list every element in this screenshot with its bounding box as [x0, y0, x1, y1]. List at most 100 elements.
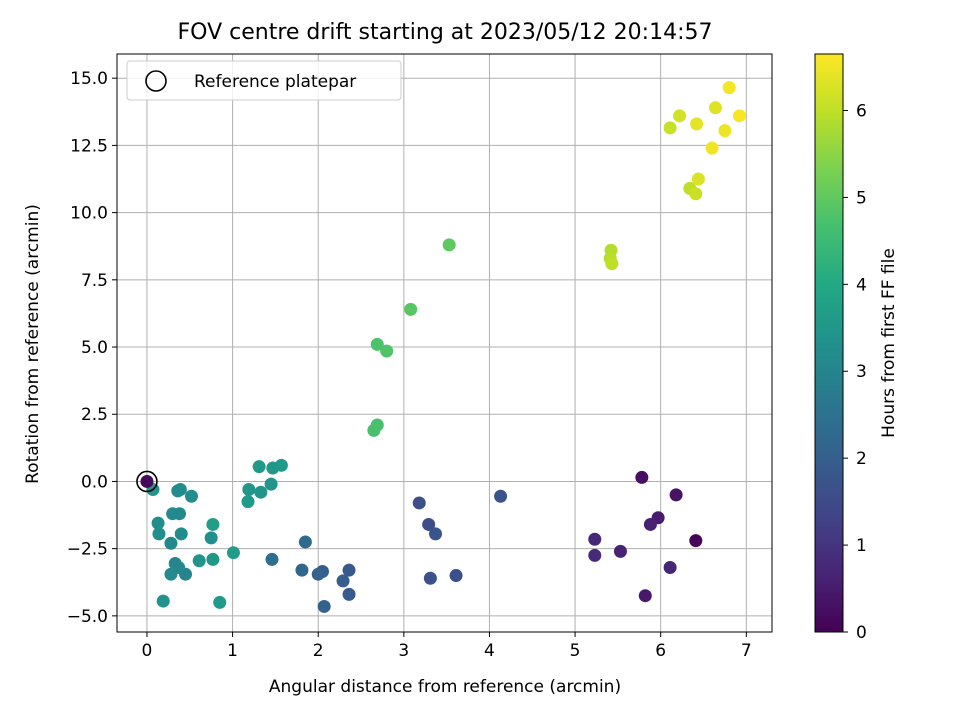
reference-point-ring [136, 470, 158, 493]
data-point [254, 485, 268, 499]
data-point [613, 544, 627, 558]
chart-title: FOV centre drift starting at 2023/05/12 … [178, 20, 713, 45]
data-point [164, 567, 178, 581]
data-point [241, 495, 255, 509]
data-point [689, 534, 703, 548]
legend-label: Reference platepar [194, 72, 356, 92]
data-point [422, 517, 436, 531]
data-point [588, 532, 602, 546]
x-tick-label: 1 [227, 641, 238, 661]
x-axis-label: Angular distance from reference (arcmin) [269, 677, 621, 697]
data-point [380, 344, 394, 358]
data-point [732, 109, 746, 123]
colorbar-tick-label: 4 [856, 275, 867, 295]
data-point [423, 571, 437, 585]
colorbar-tick-label: 2 [856, 449, 867, 469]
data-point [192, 554, 206, 568]
data-point [705, 141, 719, 155]
data-point [669, 488, 683, 502]
x-tick-label: 6 [655, 641, 666, 661]
reference-marker [136, 470, 158, 493]
y-tick-label: 5.0 [81, 338, 108, 358]
x-tick-label: 5 [570, 641, 581, 661]
data-point [152, 527, 166, 541]
data-point [164, 536, 178, 550]
data-point [204, 531, 218, 545]
data-point [242, 483, 256, 497]
x-tick-label: 7 [741, 641, 752, 661]
x-tick-label: 3 [398, 641, 409, 661]
colorbar [814, 53, 844, 633]
colorbar-tick-label: 1 [856, 536, 867, 556]
data-point [691, 172, 705, 186]
data-point [449, 569, 463, 583]
y-tick-label: 15.0 [70, 69, 108, 89]
data-point [412, 496, 426, 510]
data-point [404, 302, 418, 316]
data-point [151, 516, 165, 530]
data-point [718, 124, 732, 138]
data-point [722, 81, 736, 95]
x-tick-label: 2 [313, 641, 324, 661]
data-point [367, 423, 381, 437]
data-point [342, 587, 356, 601]
data-point [663, 560, 677, 574]
y-tick-label: 10.0 [70, 204, 108, 224]
data-point [605, 257, 619, 271]
data-point [265, 552, 279, 566]
data-point [690, 117, 704, 131]
legend-box [126, 60, 402, 101]
data-point [336, 574, 350, 588]
y-tick-label: 12.5 [70, 136, 108, 156]
scatter-points [146, 81, 746, 613]
data-point [673, 109, 687, 123]
data-point [311, 567, 325, 581]
data-point [156, 594, 170, 608]
data-point [643, 517, 657, 531]
data-point [295, 563, 309, 577]
colorbar-label: Hours from first FF file [879, 248, 899, 438]
colorbar-tick-label: 5 [856, 188, 867, 208]
y-axis-label: Rotation from reference (arcmin) [23, 204, 43, 484]
data-point [342, 563, 356, 577]
data-point [184, 489, 198, 503]
data-point [689, 187, 703, 201]
x-axis-ticks: 0 1 2 3 4 5 6 7 [142, 632, 752, 661]
data-point [206, 552, 220, 566]
legend: Reference platepar [126, 60, 402, 101]
colorbar-tick-label: 0 [856, 623, 867, 643]
x-tick-label: 0 [142, 641, 153, 661]
data-point [298, 535, 312, 549]
data-point [264, 477, 278, 491]
data-point [171, 484, 185, 498]
data-point [266, 461, 280, 475]
colorbar-tick-label: 3 [856, 362, 867, 382]
y-axis-ticks: −5.0 −2.5 0.0 2.5 5.0 7.5 10.0 12.5 15.0 [67, 69, 117, 627]
legend-marker [145, 70, 167, 92]
plot-frame [116, 53, 773, 633]
grid [117, 54, 772, 632]
data-point [708, 101, 722, 115]
data-point [663, 121, 677, 135]
data-point [442, 238, 456, 252]
data-point [226, 546, 240, 560]
data-point [206, 517, 220, 531]
colorbar-ticks: 0 1 2 3 4 5 6 [843, 101, 867, 643]
data-point [174, 527, 188, 541]
data-point [638, 589, 652, 603]
data-point [635, 470, 649, 484]
y-tick-label: 0.0 [81, 472, 108, 492]
data-point [494, 489, 508, 503]
data-point [317, 599, 331, 613]
y-tick-label: −5.0 [67, 607, 108, 627]
data-point [370, 337, 384, 351]
data-point [213, 595, 227, 609]
y-tick-label: 2.5 [81, 405, 108, 425]
data-point [588, 548, 602, 562]
y-tick-label: −2.5 [67, 540, 108, 560]
data-point [252, 460, 266, 474]
x-tick-label: 4 [484, 641, 495, 661]
reference-point-fill [140, 474, 154, 488]
data-point [166, 507, 180, 521]
